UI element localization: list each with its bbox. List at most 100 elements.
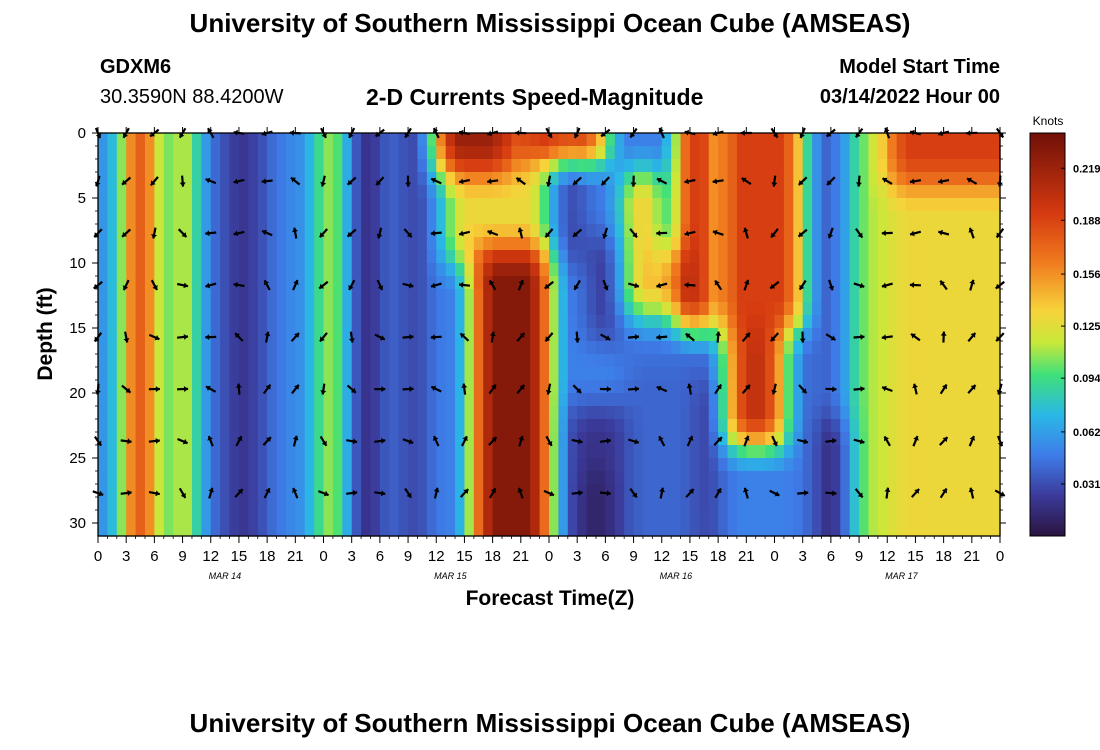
heat-cell: [295, 458, 306, 472]
current-arrow: [290, 176, 301, 186]
heat-cell: [896, 471, 907, 485]
heat-cell: [530, 159, 541, 173]
heat-cell: [633, 315, 644, 329]
heat-cell: [182, 237, 193, 251]
heat-cell: [783, 484, 794, 498]
heat-cell: [624, 211, 635, 225]
heat-cell: [455, 458, 466, 472]
heat-cell: [502, 432, 513, 446]
heat-cell: [126, 198, 137, 212]
heat-cell: [577, 406, 588, 420]
heat-cell: [511, 328, 522, 342]
heat-cell: [746, 302, 757, 316]
heat-cell: [473, 315, 484, 329]
heat-cell: [351, 185, 362, 199]
heat-cell: [821, 393, 832, 407]
heat-cell: [379, 250, 390, 264]
heat-cell: [708, 341, 719, 355]
heat-cell: [220, 328, 231, 342]
heat-cell: [398, 302, 409, 316]
footer-title: University of Southern Mississippi Ocean…: [189, 708, 911, 738]
heat-cell: [990, 237, 1001, 251]
heat-cell: [473, 198, 484, 212]
heat-cell: [285, 419, 296, 433]
heat-cell: [877, 250, 888, 264]
heat-cell: [896, 497, 907, 511]
heat-cell: [182, 523, 193, 537]
heat-cell: [830, 354, 841, 368]
heat-cell: [887, 354, 898, 368]
heat-cell: [182, 393, 193, 407]
heat-cell: [661, 328, 672, 342]
heat-cell: [473, 406, 484, 420]
heat-cell: [210, 302, 221, 316]
heat-cell: [163, 198, 174, 212]
heat-cell: [549, 185, 559, 199]
heat-cell: [793, 523, 804, 537]
heat-cell: [924, 341, 935, 355]
heat-cell: [379, 211, 390, 225]
heat-cell: [539, 406, 550, 420]
heat-cell: [549, 510, 559, 524]
heat-cell: [605, 224, 616, 238]
heat-cell: [624, 510, 635, 524]
heat-cell: [370, 497, 381, 511]
heat-cell: [943, 406, 954, 420]
current-arrow: [121, 176, 132, 186]
heat-cell: [840, 406, 851, 420]
heat-cell: [727, 159, 738, 173]
heat-cell: [549, 289, 559, 303]
heat-cell: [708, 458, 719, 472]
current-arrows: [92, 127, 1006, 499]
heat-cell: [699, 237, 710, 251]
heat-cell: [267, 276, 278, 290]
current-arrow: [968, 435, 976, 447]
heat-cell: [389, 484, 400, 498]
heat-cell: [793, 484, 804, 498]
heat-cell: [201, 263, 212, 277]
heat-cell: [464, 172, 475, 186]
heat-cell: [802, 159, 813, 173]
heat-cell: [821, 263, 832, 277]
heat-cell: [689, 523, 700, 537]
heat-cell: [361, 471, 372, 485]
heat-cell: [492, 237, 503, 251]
heat-cell: [238, 510, 249, 524]
heat-cell: [708, 250, 719, 264]
heat-cell: [520, 471, 531, 485]
heat-cell: [144, 276, 155, 290]
heat-cell: [323, 276, 334, 290]
current-arrow: [743, 279, 750, 291]
heat-cell: [633, 276, 644, 290]
heat-cell: [802, 523, 813, 537]
heat-cell: [483, 393, 494, 407]
heat-cell: [445, 328, 456, 342]
heat-cell: [661, 484, 672, 498]
heat-cell: [285, 159, 296, 173]
current-arrow: [346, 490, 358, 496]
heat-cell: [126, 419, 137, 433]
heat-cell: [116, 198, 127, 212]
heat-cell: [417, 237, 428, 251]
heat-cell: [718, 432, 729, 446]
heat-cell: [191, 250, 202, 264]
heat-cell: [455, 341, 466, 355]
current-arrow: [684, 282, 696, 288]
heat-cell: [210, 289, 221, 303]
heat-cell: [558, 354, 569, 368]
current-arrow: [235, 383, 242, 395]
heat-cell: [755, 263, 766, 277]
heat-cell: [98, 419, 108, 433]
heat-cell: [915, 380, 926, 394]
heat-cell: [652, 419, 663, 433]
heat-cell: [887, 302, 898, 316]
heat-cell: [455, 393, 466, 407]
heat-cell: [210, 393, 221, 407]
heat-cell: [379, 432, 390, 446]
heat-cell: [502, 367, 513, 381]
heat-cell: [229, 159, 240, 173]
heat-cell: [661, 159, 672, 173]
heat-cell: [727, 484, 738, 498]
current-arrow: [205, 282, 217, 289]
heat-cell: [802, 341, 813, 355]
